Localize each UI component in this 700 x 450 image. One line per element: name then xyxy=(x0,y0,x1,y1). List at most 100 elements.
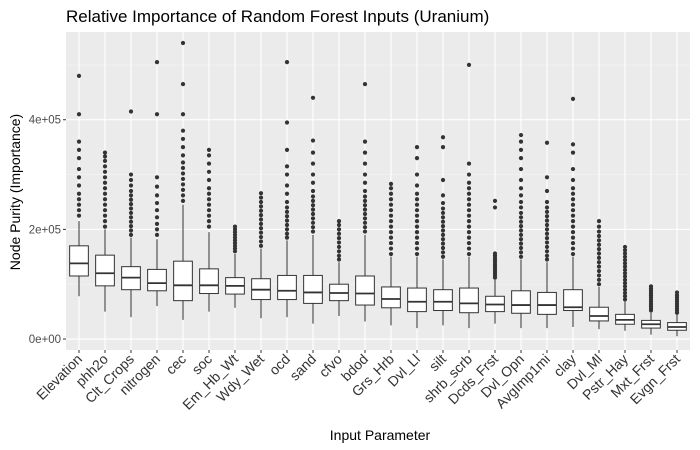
outlier-point xyxy=(362,216,368,221)
outlier-point xyxy=(414,183,420,188)
outlier-point xyxy=(492,205,498,210)
outlier-point xyxy=(102,202,108,207)
outlier-point xyxy=(414,208,420,213)
outlier-point xyxy=(440,219,446,224)
outlier-point xyxy=(440,223,446,229)
outlier-point xyxy=(206,219,212,224)
outlier-point xyxy=(310,207,316,212)
outlier-point xyxy=(622,257,628,263)
outlier-point xyxy=(570,191,576,196)
outlier-point xyxy=(128,183,134,188)
outlier-point xyxy=(622,281,628,286)
box-body xyxy=(381,286,401,309)
box-body xyxy=(173,260,193,302)
outlier-point xyxy=(180,160,186,165)
box-cec xyxy=(173,40,193,320)
box-soc xyxy=(199,147,219,312)
outlier-point xyxy=(128,219,134,224)
outlier-point xyxy=(284,214,290,219)
outlier-point xyxy=(544,140,550,145)
outlier-point xyxy=(518,156,524,161)
outlier-point xyxy=(622,297,628,302)
outlier-point xyxy=(180,171,186,176)
outlier-point xyxy=(362,194,368,199)
outlier-point xyxy=(518,186,524,191)
outlier-point xyxy=(570,166,576,172)
outlier-point xyxy=(310,203,316,208)
outlier-point xyxy=(466,202,472,207)
x-tick-label: sand xyxy=(286,351,319,384)
outlier-point xyxy=(362,161,368,166)
outlier-point xyxy=(206,186,212,191)
outlier-point xyxy=(492,198,498,203)
outlier-point xyxy=(128,197,134,202)
outlier-point xyxy=(284,231,290,236)
outlier-point xyxy=(76,166,82,172)
outlier-point xyxy=(388,181,394,186)
outlier-point xyxy=(76,208,82,213)
outlier-point xyxy=(622,290,628,296)
outlier-point xyxy=(440,177,446,183)
outlier-point xyxy=(336,227,342,232)
box-body xyxy=(95,254,115,287)
outlier-point xyxy=(102,180,108,185)
box-em-hb-wt xyxy=(225,224,245,308)
outlier-point xyxy=(596,273,602,278)
outlier-point xyxy=(518,237,524,242)
outlier-point xyxy=(258,213,264,218)
outlier-point xyxy=(466,230,472,235)
outlier-point xyxy=(102,197,108,202)
outlier-point xyxy=(544,175,550,180)
outlier-point xyxy=(596,255,602,260)
outlier-point xyxy=(180,165,186,171)
outlier-point xyxy=(128,215,134,220)
outlier-point xyxy=(596,268,602,274)
box-pstr-hay xyxy=(615,244,635,331)
outlier-point xyxy=(284,222,290,228)
outlier-point xyxy=(336,219,342,224)
box-body xyxy=(511,290,531,314)
outlier-point xyxy=(570,251,576,257)
outlier-point xyxy=(466,197,472,202)
y-tick-label: 2e+05 xyxy=(29,224,61,236)
box-body xyxy=(589,306,609,322)
outlier-point xyxy=(414,240,420,246)
outlier-point xyxy=(232,224,238,229)
box-bdod xyxy=(355,81,375,322)
outlier-point xyxy=(362,220,368,225)
outlier-point xyxy=(258,239,264,244)
outlier-point xyxy=(206,224,212,229)
outlier-point xyxy=(544,257,550,262)
box-body xyxy=(199,268,219,295)
box-phh2o xyxy=(95,150,115,312)
outlier-point xyxy=(518,254,524,259)
outlier-point xyxy=(284,147,290,152)
outlier-point xyxy=(128,193,134,198)
outlier-point xyxy=(102,224,108,229)
outlier-point xyxy=(518,245,524,251)
outlier-point xyxy=(492,251,498,256)
box-body xyxy=(355,275,375,306)
outlier-point xyxy=(622,244,628,250)
outlier-point xyxy=(414,145,420,150)
outlier-point xyxy=(388,208,394,213)
outlier-point xyxy=(544,253,550,258)
y-axis-title: Node Purity (Importance) xyxy=(7,114,23,270)
outlier-point xyxy=(76,139,82,144)
outlier-point xyxy=(570,96,576,101)
outlier-point xyxy=(466,224,472,229)
outlier-point xyxy=(76,147,82,152)
outlier-point xyxy=(206,169,212,174)
outlier-point xyxy=(440,241,446,246)
outlier-point xyxy=(544,188,550,194)
outlier-point xyxy=(206,191,212,196)
outlier-point xyxy=(570,235,576,240)
outlier-point xyxy=(310,216,316,221)
outlier-point xyxy=(622,287,628,292)
outlier-point xyxy=(128,109,134,114)
outlier-point xyxy=(440,215,446,220)
outlier-point xyxy=(622,277,628,282)
outlier-point xyxy=(466,235,472,240)
outlier-point xyxy=(544,218,550,223)
